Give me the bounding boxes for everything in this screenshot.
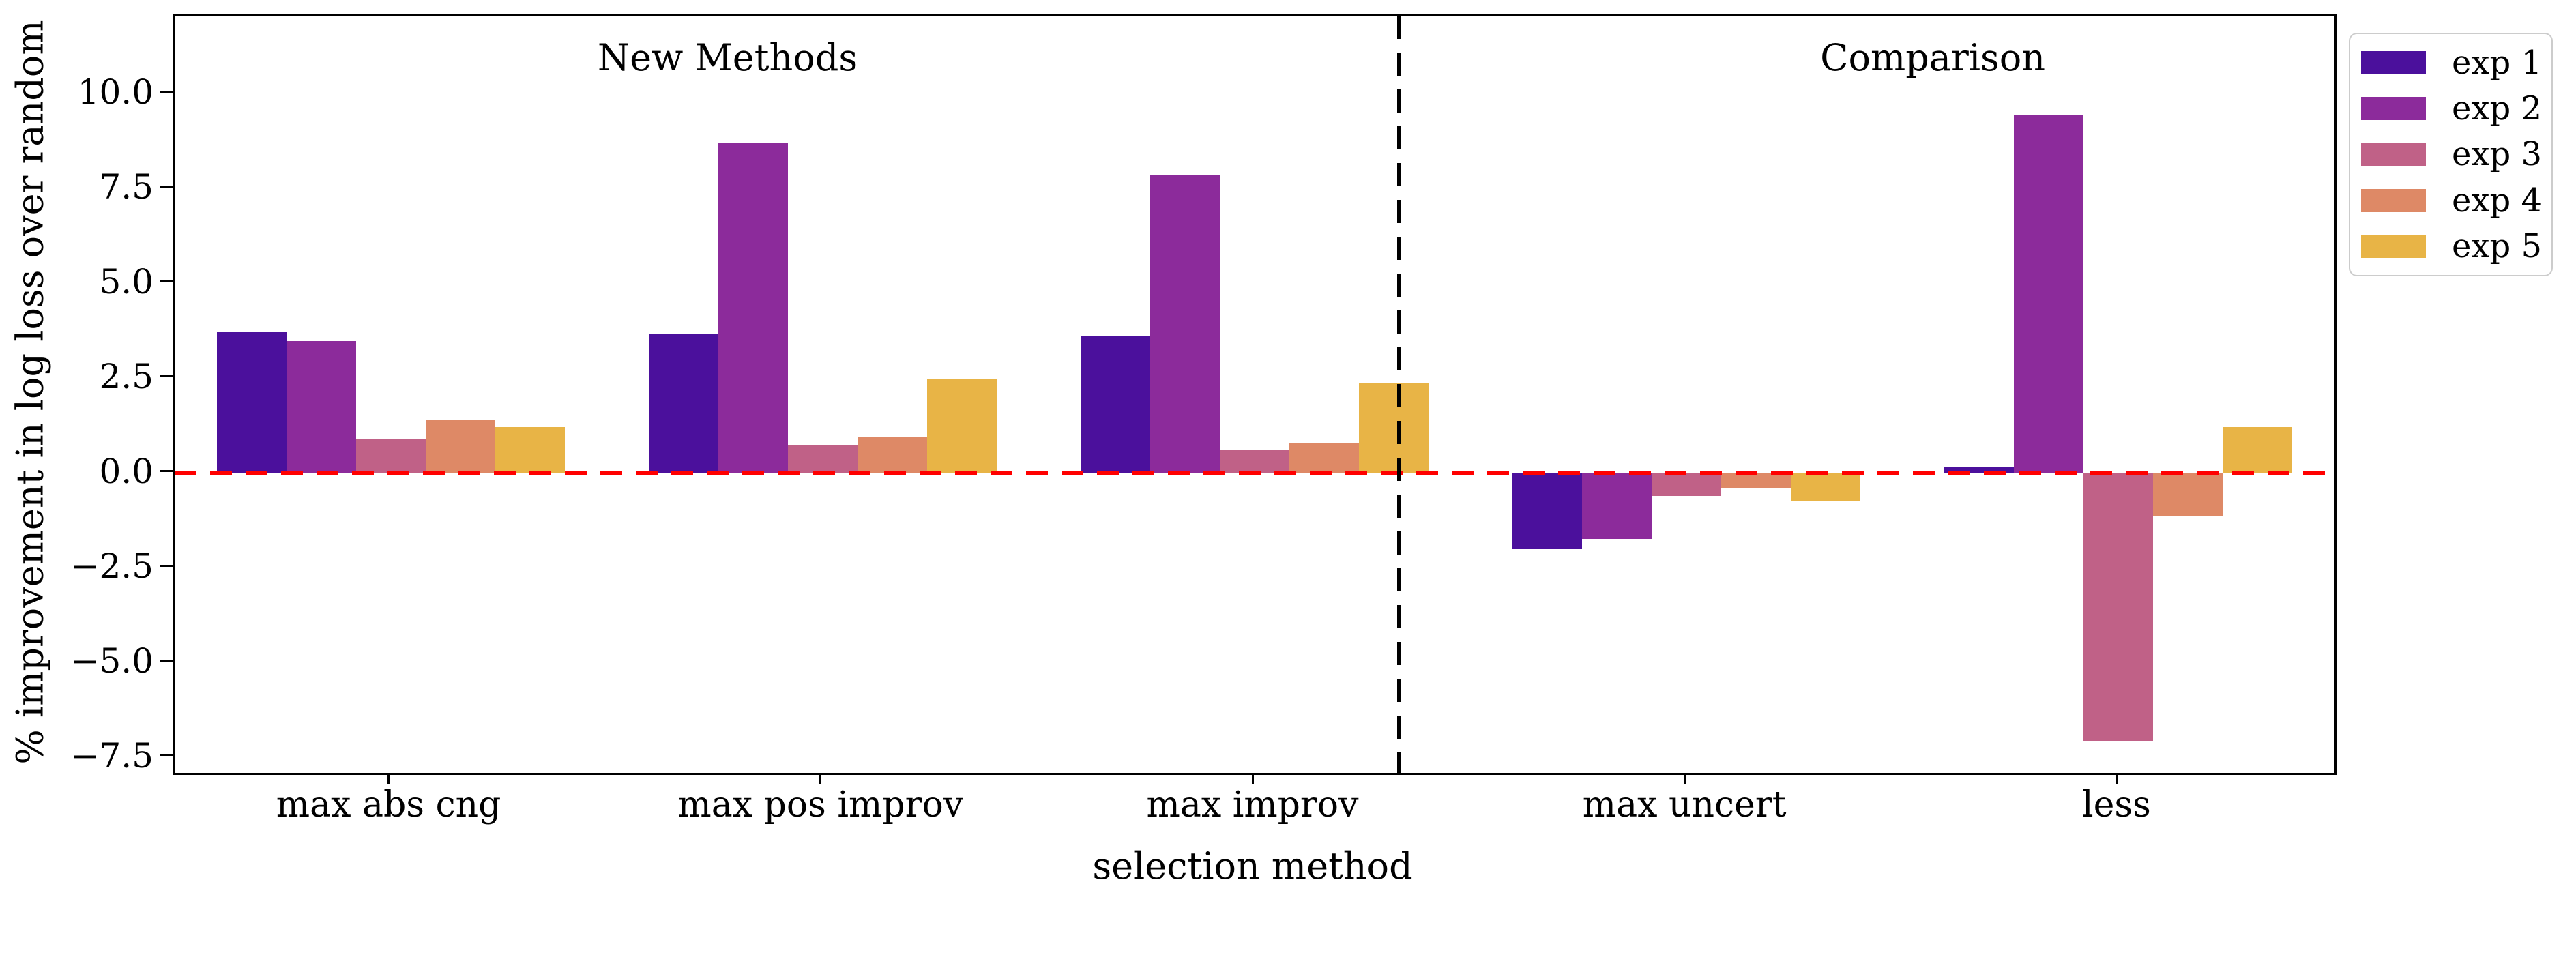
- bar: [1512, 473, 1583, 550]
- bar: [926, 379, 997, 473]
- legend-swatch: [2361, 50, 2426, 74]
- x-tick-label: max abs cng: [276, 784, 501, 825]
- bar: [718, 143, 788, 473]
- y-tick-mark: [160, 280, 173, 283]
- legend-item: exp 1: [2350, 44, 2551, 82]
- x-tick-mark: [2115, 773, 2118, 784]
- legend-label: exp 1: [2452, 43, 2542, 82]
- y-tick-label: 0.0: [99, 451, 153, 491]
- bar: [1944, 466, 2015, 473]
- y-tick-label: −2.5: [70, 546, 153, 586]
- y-tick-label: 5.0: [99, 261, 153, 302]
- y-tick-label: −5.0: [70, 641, 153, 681]
- section-separator-line: [1396, 16, 1401, 773]
- bar: [2153, 473, 2223, 516]
- y-tick-label: −7.5: [70, 735, 153, 776]
- bar: [425, 420, 495, 473]
- y-tick-mark: [160, 754, 173, 757]
- plot-area: New Methods Comparison: [173, 14, 2337, 775]
- x-tick-label: max pos improv: [677, 784, 964, 825]
- y-axis-label: % improvement in log loss over random: [8, 20, 52, 765]
- legend-label: exp 4: [2452, 181, 2542, 220]
- bar: [857, 436, 927, 473]
- x-tick-mark: [1683, 773, 1686, 784]
- bar: [1150, 174, 1220, 473]
- legend-label: exp 2: [2452, 89, 2542, 128]
- bar: [648, 334, 718, 473]
- legend-item: exp 4: [2350, 181, 2551, 220]
- bar: [286, 340, 356, 473]
- legend-swatch: [2361, 188, 2426, 212]
- legend-item: exp 3: [2350, 135, 2551, 173]
- legend: exp 1 exp 2 exp 3 exp 4 exp 5: [2349, 33, 2553, 276]
- legend-label: exp 3: [2452, 135, 2542, 174]
- y-tick-mark: [160, 470, 173, 473]
- y-tick-label: 10.0: [77, 72, 153, 112]
- bar: [1652, 473, 1722, 497]
- y-tick-mark: [160, 565, 173, 568]
- y-tick-mark: [160, 375, 173, 378]
- y-tick-mark: [160, 660, 173, 662]
- bar: [2083, 473, 2154, 741]
- section-title-new-methods: New Methods: [597, 36, 858, 79]
- bar: [1220, 450, 1289, 473]
- x-tick-mark: [387, 773, 390, 784]
- bar: [1359, 383, 1429, 473]
- y-tick-label: 7.5: [99, 166, 153, 207]
- y-tick-mark: [160, 91, 173, 93]
- x-axis-label: selection method: [1092, 844, 1413, 887]
- y-tick-mark: [160, 186, 173, 188]
- legend-item: exp 5: [2350, 227, 2551, 265]
- bar: [355, 439, 426, 473]
- zero-baseline: [175, 471, 2334, 476]
- x-tick-mark: [1251, 773, 1254, 784]
- x-tick-label: less: [2082, 784, 2151, 825]
- bar: [1289, 443, 1359, 473]
- legend-swatch: [2361, 97, 2426, 121]
- bar: [1582, 473, 1652, 539]
- bar: [216, 332, 287, 473]
- bar: [2014, 115, 2084, 473]
- bar: [1721, 473, 1791, 489]
- section-title-comparison: Comparison: [1820, 36, 2046, 79]
- bar: [495, 426, 565, 473]
- bar: [787, 445, 858, 473]
- x-tick-label: max improv: [1146, 784, 1359, 825]
- x-tick-mark: [819, 773, 822, 784]
- bar: [1791, 473, 1861, 501]
- x-tick-label: max uncert: [1582, 784, 1787, 825]
- legend-label: exp 5: [2452, 227, 2542, 266]
- legend-swatch: [2361, 143, 2426, 166]
- bar: [2223, 427, 2293, 473]
- bar: [1081, 335, 1150, 473]
- legend-item: exp 2: [2350, 89, 2551, 128]
- legend-swatch: [2361, 235, 2426, 259]
- y-tick-label: 2.5: [99, 356, 153, 396]
